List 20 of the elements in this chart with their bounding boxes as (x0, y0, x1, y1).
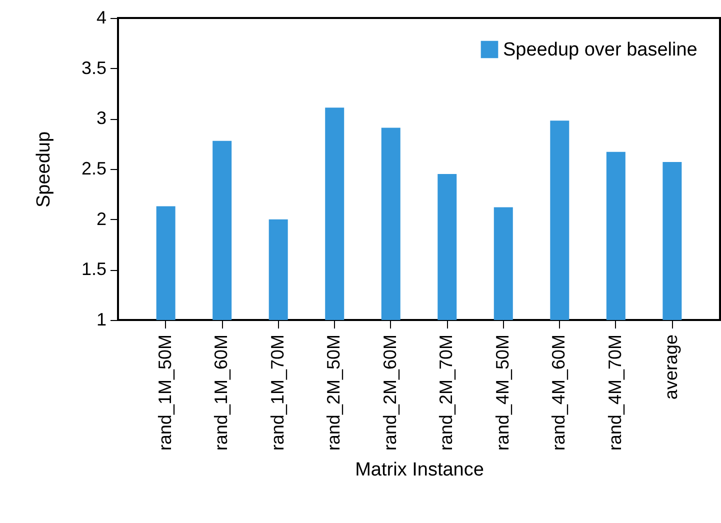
x-tick-label: rand_1M_60M (211, 334, 232, 451)
y-tick-label: 1.5 (81, 259, 106, 280)
y-axis-title: Speedup (33, 131, 54, 208)
y-tick-label: 4 (96, 8, 106, 28)
x-tick-label: rand_1M_70M (267, 334, 288, 451)
y-tick-label: 3 (96, 108, 106, 128)
x-tick-label: rand_2M_50M (324, 334, 344, 451)
x-tick-label: rand_2M_60M (380, 334, 400, 451)
y-tick-label: 2 (96, 208, 106, 229)
x-tick-label: average (661, 334, 682, 400)
y-tick-label: 2.5 (81, 158, 106, 178)
legend-label: Speedup over baseline (503, 40, 698, 60)
x-tick-label: rand_4M_50M (492, 334, 512, 451)
x-tick-label: rand_1M_50M (154, 334, 175, 451)
y-tick-label: 3.5 (81, 58, 106, 78)
x-axis-title: Matrix Instance (355, 460, 484, 481)
x-tick-label: rand_4M_60M (548, 334, 569, 451)
x-tick-label: rand_2M_70M (436, 334, 456, 451)
x-tick-label: rand_4M_70M (604, 334, 625, 451)
y-tick-label: 1 (96, 310, 106, 330)
